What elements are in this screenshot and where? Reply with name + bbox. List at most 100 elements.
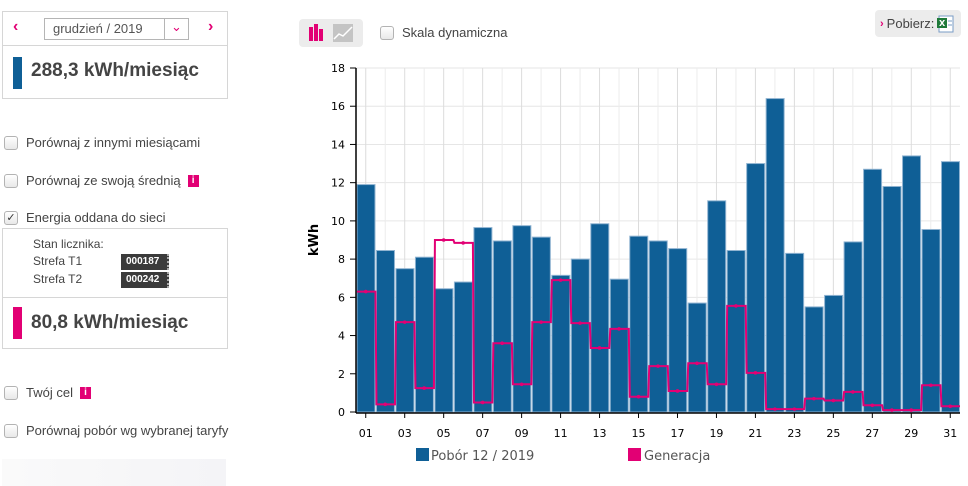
- option-goal[interactable]: Twój cel i: [4, 385, 91, 400]
- bar-consumption-03[interactable]: [395, 268, 415, 413]
- bar-consumption-21[interactable]: [746, 163, 766, 413]
- bar-consumption-01[interactable]: [356, 184, 376, 413]
- bar-consumption-27[interactable]: [863, 168, 883, 413]
- generation-point-16[interactable]: [656, 364, 660, 368]
- energy-returned-checkbox[interactable]: ✓: [4, 210, 18, 225]
- generation-point-03[interactable]: [402, 320, 407, 324]
- generation-point-30[interactable]: [928, 383, 933, 388]
- bar-chart-icon[interactable]: [309, 24, 323, 41]
- generation-point-04[interactable]: [422, 386, 426, 390]
- generation-point-25[interactable]: [831, 398, 836, 403]
- y-tick-label: 12: [331, 177, 345, 190]
- generation-point-21[interactable]: [753, 371, 758, 375]
- legend-label-generation[interactable]: Generacja: [644, 449, 710, 464]
- generation-point-11[interactable]: [558, 278, 563, 282]
- compare-average-label: Porównaj ze swoją średnią: [26, 173, 181, 188]
- dynamic-scale-option[interactable]: Skala dynamiczna: [380, 25, 508, 40]
- month-navigation: ‹ grudzień / 2019 ⌄ ›: [2, 11, 228, 46]
- generation-point-02[interactable]: [383, 402, 388, 407]
- bar-consumption-06[interactable]: [453, 281, 473, 413]
- month-select-value: grudzień / 2019: [53, 21, 143, 36]
- dynamic-scale-checkbox[interactable]: [380, 25, 394, 40]
- bar-consumption-13[interactable]: [590, 223, 610, 413]
- bar-consumption-18[interactable]: [687, 302, 707, 413]
- generation-point-29[interactable]: [909, 408, 914, 412]
- generation-point-31[interactable]: [948, 404, 953, 409]
- compare-average-checkbox[interactable]: [4, 173, 18, 188]
- line-chart-icon[interactable]: [333, 24, 353, 42]
- bar-consumption-04[interactable]: [414, 256, 434, 413]
- excel-icon[interactable]: X: [936, 15, 954, 33]
- bar-consumption-30[interactable]: [921, 228, 941, 413]
- generation-point-08[interactable]: [500, 341, 504, 346]
- bar-consumption-20[interactable]: [726, 250, 746, 413]
- bar-consumption-19[interactable]: [707, 200, 727, 413]
- bar-consumption-24[interactable]: [804, 306, 824, 413]
- info-icon[interactable]: i: [79, 386, 91, 399]
- generation-point-28[interactable]: [890, 408, 894, 412]
- compare-months-checkbox[interactable]: [4, 135, 18, 150]
- option-compare-tariff[interactable]: Porównaj pobór wg wybranej taryfy: [4, 423, 228, 438]
- generation-point-13[interactable]: [597, 346, 602, 350]
- generation-point-12[interactable]: [578, 321, 582, 325]
- generation-point-22[interactable]: [773, 407, 777, 411]
- bar-consumption-14[interactable]: [609, 278, 629, 413]
- bar-consumption-23[interactable]: [785, 252, 805, 413]
- next-month-button[interactable]: ›: [208, 18, 214, 35]
- generation-point-17[interactable]: [675, 389, 680, 393]
- bar-consumption-10[interactable]: [531, 236, 551, 413]
- bar-consumption-08[interactable]: [492, 240, 512, 413]
- option-compare-months[interactable]: Porównaj z innymi miesiącami: [4, 135, 200, 150]
- bar-consumption-29[interactable]: [902, 155, 922, 413]
- bar-consumption-16[interactable]: [648, 240, 668, 413]
- previous-month-button[interactable]: ‹: [13, 18, 19, 35]
- chevron-down-icon[interactable]: ⌄: [164, 19, 188, 39]
- bar-consumption-17[interactable]: [668, 248, 688, 413]
- goal-checkbox[interactable]: [4, 385, 18, 400]
- generation-point-07[interactable]: [480, 400, 485, 405]
- bar-consumption-22[interactable]: [765, 98, 785, 413]
- legend: Pobór 12 / 2019 Generacja: [416, 448, 710, 464]
- zone-t2-value: 000242: [121, 272, 169, 288]
- bar-consumption-07[interactable]: [473, 227, 493, 413]
- generation-point-24[interactable]: [812, 396, 816, 401]
- option-compare-average[interactable]: Porównaj ze swoją średnią i: [4, 173, 199, 188]
- generation-point-27[interactable]: [870, 403, 875, 408]
- info-icon[interactable]: i: [187, 174, 199, 187]
- month-select[interactable]: grudzień / 2019 ⌄: [44, 18, 189, 40]
- bar-consumption-28[interactable]: [882, 185, 902, 413]
- generation-point-26[interactable]: [851, 390, 855, 394]
- energy-returned-label: Energia oddana do sieci: [26, 210, 166, 225]
- bar-consumption-25[interactable]: [824, 294, 844, 413]
- bar-consumption-09[interactable]: [512, 225, 532, 413]
- bar-consumption-15[interactable]: [629, 235, 649, 413]
- generation-color-marker: [13, 307, 22, 339]
- generation-point-01[interactable]: [363, 289, 368, 294]
- x-tick-label: 09: [515, 427, 529, 440]
- generation-point-18[interactable]: [695, 361, 699, 366]
- bar-consumption-05[interactable]: [434, 288, 454, 413]
- generation-point-05[interactable]: [441, 238, 446, 242]
- generation-point-14[interactable]: [617, 327, 621, 331]
- x-tick-label: 15: [632, 427, 646, 440]
- generation-step-line: [357, 239, 960, 412]
- bar-consumption-26[interactable]: [843, 241, 863, 413]
- generation-point-20[interactable]: [734, 304, 738, 308]
- compare-tariff-checkbox[interactable]: [4, 423, 18, 438]
- generation-point-10[interactable]: [539, 320, 543, 324]
- bar-consumption-31[interactable]: [941, 161, 960, 413]
- bar-consumption-11[interactable]: [551, 274, 571, 413]
- x-tick-label: 03: [398, 427, 412, 440]
- legend-label-consumption[interactable]: Pobór 12 / 2019: [431, 449, 534, 464]
- generation-point-19[interactable]: [714, 382, 719, 387]
- generation-point-15[interactable]: [636, 394, 641, 399]
- option-energy-returned[interactable]: ✓ Energia oddana do sieci: [4, 210, 166, 225]
- bar-consumption-12[interactable]: [570, 258, 590, 413]
- generation-point-09[interactable]: [519, 382, 524, 387]
- generation-point-06[interactable]: [461, 241, 465, 245]
- bar-consumption-02[interactable]: [375, 250, 395, 413]
- download-button[interactable]: › Pobierz: X: [875, 10, 961, 37]
- generation-point-23[interactable]: [792, 407, 797, 411]
- y-tick-label: 16: [331, 100, 345, 113]
- legend-swatch-consumption: [416, 448, 429, 461]
